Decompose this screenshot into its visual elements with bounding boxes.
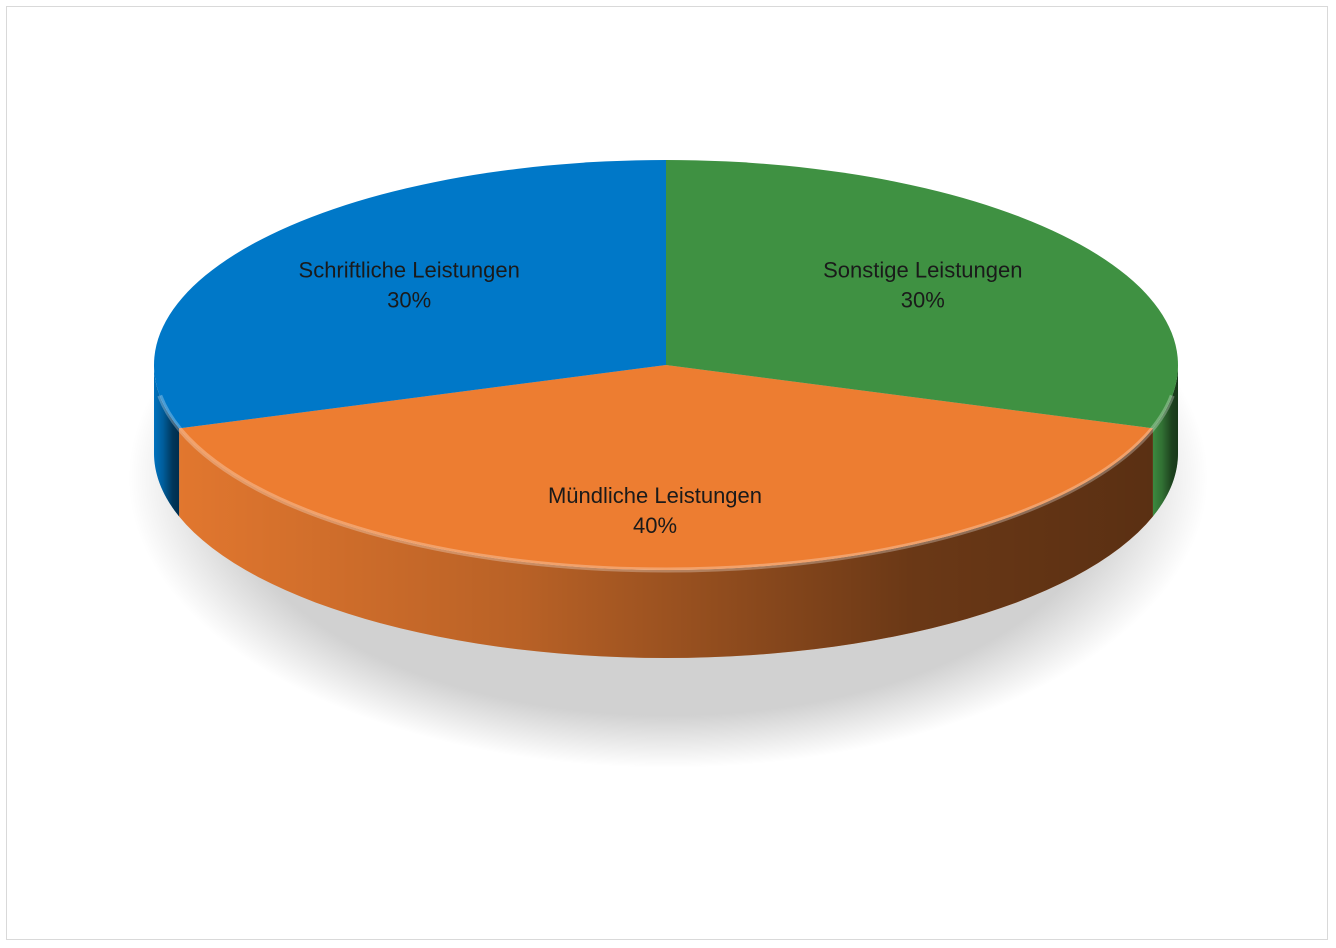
pie-rim-highlight (157, 394, 1175, 573)
pie-slice-0[interactable] (179, 365, 1153, 571)
slice-value-0: 40% (633, 513, 677, 538)
pie-side-2 (1152, 365, 1178, 517)
pie-slice-2[interactable] (666, 160, 1179, 429)
pie-labels: Mündliche Leistungen 40% Schriftliche Leis… (299, 257, 1023, 538)
slice-label-2: Sonstige Leistungen (823, 257, 1022, 282)
slice-value-1: 30% (387, 287, 431, 312)
slice-label-1: Schriftliche Leistungen (299, 257, 520, 282)
pie-sides (154, 365, 1178, 658)
pie-slice-1[interactable] (153, 160, 667, 429)
pie-side-1 (154, 365, 180, 517)
slice-value-2: 30% (901, 287, 945, 312)
pie-side-0 (179, 428, 1153, 658)
pie-tops (153, 160, 1179, 573)
slice-label-0: Mündliche Leistungen (548, 483, 762, 508)
